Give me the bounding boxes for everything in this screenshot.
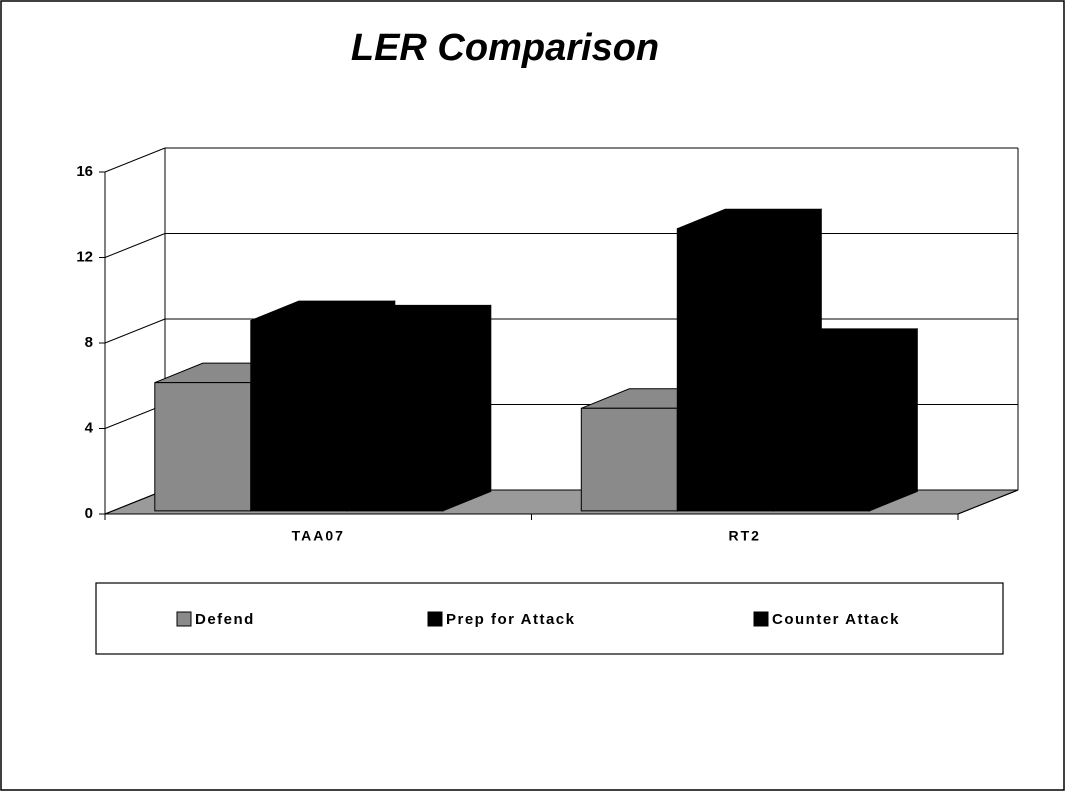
bar (580, 407, 678, 512)
bar-side (868, 328, 918, 512)
y-tick-label: 4 (85, 419, 94, 436)
legend-swatch (176, 611, 192, 627)
floor-edge (957, 489, 1019, 515)
legend-swatch (427, 611, 443, 627)
grid-line (104, 147, 166, 173)
legend-label: Defend (195, 611, 255, 628)
grid-line (104, 233, 166, 258)
y-tick-label: 12 (76, 248, 93, 265)
bar (676, 228, 774, 512)
bar (772, 347, 870, 512)
grid-line (104, 318, 166, 344)
bar (346, 324, 444, 512)
legend-label: Prep for Attack (446, 611, 575, 628)
bar (250, 320, 348, 512)
y-tick-label: 0 (85, 505, 93, 522)
legend-label: Counter Attack (772, 611, 900, 628)
chart-title: LER Comparison (351, 27, 659, 69)
legend-swatch (753, 611, 769, 627)
bar (154, 382, 252, 512)
bar-side (442, 304, 492, 512)
x-tick-label: RT2 (729, 528, 761, 544)
legend-box (95, 582, 1004, 655)
y-tick-label: 16 (76, 163, 93, 180)
x-tick-label: TAA07 (292, 528, 345, 544)
y-tick-label: 8 (85, 334, 93, 351)
